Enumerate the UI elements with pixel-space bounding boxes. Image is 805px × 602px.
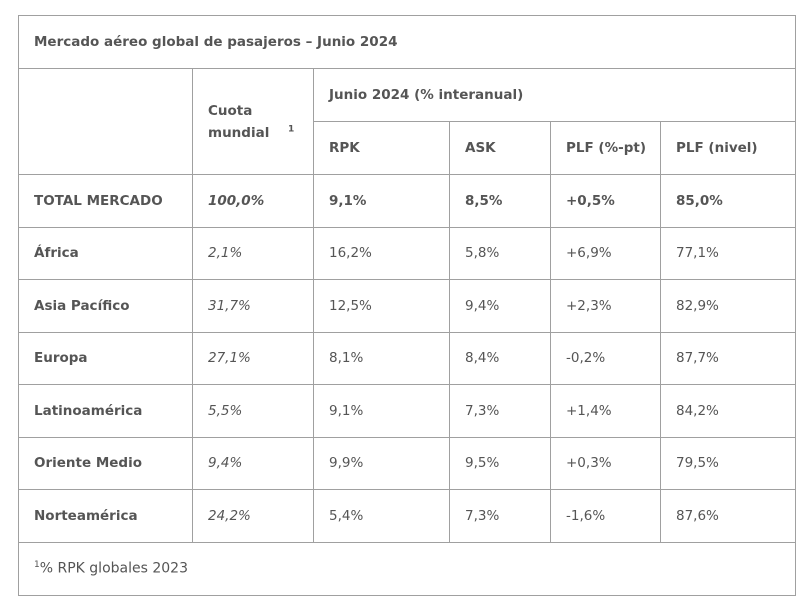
- table-row: Oriente Medio 9,4% 9,9% 9,5% +0,3% 79,5%: [18, 436, 797, 490]
- period-header: Junio 2024 (% interanual): [312, 68, 797, 122]
- plf-level-cell: 77,1%: [659, 226, 797, 280]
- plf-level-cell: 82,9%: [659, 279, 797, 333]
- share-cell: 2,1%: [192, 226, 314, 280]
- col-header-plf-pt: PLF (%-pt): [550, 121, 661, 175]
- col-header-ask: ASK: [449, 121, 551, 175]
- share-header-label: Cuota mundial: [208, 102, 270, 141]
- table-title: Mercado aéreo global de pasajeros – Juni…: [17, 15, 797, 69]
- plf-level-cell: 79,5%: [659, 436, 797, 490]
- region-cell: Norteamérica: [18, 489, 193, 543]
- rpk-cell: 8,1%: [313, 331, 450, 385]
- table-body: TOTAL MERCADO 100,0% 9,1% 8,5% +0,5% 85,0% Áfr…: [18, 174, 797, 543]
- rpk-cell: 9,1%: [313, 174, 450, 228]
- share-header: Cuota mundial 1: [192, 68, 314, 175]
- share-cell: 27,1%: [192, 331, 314, 385]
- table-row: TOTAL MERCADO 100,0% 9,1% 8,5% +0,5% 85,0%: [18, 174, 797, 228]
- ask-cell: 8,4%: [449, 331, 551, 385]
- rpk-cell: 9,1%: [313, 384, 450, 438]
- region-cell: Europa: [18, 331, 193, 385]
- plf-pt-cell: -0,2%: [550, 331, 661, 385]
- rpk-cell: 9,9%: [313, 436, 450, 490]
- ask-cell: 9,5%: [449, 436, 551, 490]
- plf-level-cell: 85,0%: [659, 174, 797, 228]
- rpk-cell: 12,5%: [313, 279, 450, 333]
- plf-level-cell: 84,2%: [659, 384, 797, 438]
- plf-pt-cell: -1,6%: [550, 489, 661, 543]
- passenger-market-table: Mercado aéreo global de pasajeros – Juni…: [17, 15, 797, 596]
- region-cell: TOTAL MERCADO: [18, 174, 193, 228]
- table-row: África 2,1% 16,2% 5,8% +6,9% 77,1%: [18, 226, 797, 280]
- ask-cell: 7,3%: [449, 384, 551, 438]
- col-header-rpk: RPK: [313, 121, 450, 175]
- region-header-empty: [18, 68, 193, 175]
- region-cell: Asia Pacífico: [18, 279, 193, 333]
- footnote-text: % RPK globales 2023: [39, 560, 188, 577]
- plf-pt-cell: +2,3%: [550, 279, 661, 333]
- table-row: Europa 27,1% 8,1% 8,4% -0,2% 87,7%: [18, 331, 797, 385]
- table-row: Latinoamérica 5,5% 9,1% 7,3% +1,4% 84,2%: [18, 384, 797, 438]
- ask-cell: 8,5%: [449, 174, 551, 228]
- share-footnote-marker: 1: [288, 124, 295, 134]
- share-cell: 100,0%: [192, 174, 314, 228]
- footnote-marker: 1: [34, 560, 40, 571]
- region-cell: Latinoamérica: [18, 384, 193, 438]
- footnote: 1% RPK globales 2023: [17, 541, 797, 596]
- share-cell: 31,7%: [192, 279, 314, 333]
- region-cell: África: [18, 226, 193, 280]
- rpk-cell: 16,2%: [313, 226, 450, 280]
- ask-cell: 9,4%: [449, 279, 551, 333]
- table-row: Asia Pacífico 31,7% 12,5% 9,4% +2,3% 82,9%: [18, 279, 797, 333]
- ask-cell: 7,3%: [449, 489, 551, 543]
- plf-pt-cell: +0,3%: [550, 436, 661, 490]
- table-row: Norteamérica 24,2% 5,4% 7,3% -1,6% 87,6%: [18, 489, 797, 543]
- plf-pt-cell: +6,9%: [550, 226, 661, 280]
- plf-level-cell: 87,7%: [659, 331, 797, 385]
- col-header-plf-level: PLF (nivel): [659, 121, 797, 175]
- share-cell: 9,4%: [192, 436, 314, 490]
- region-cell: Oriente Medio: [18, 436, 193, 490]
- ask-cell: 5,8%: [449, 226, 551, 280]
- rpk-cell: 5,4%: [313, 489, 450, 543]
- plf-level-cell: 87,6%: [659, 489, 797, 543]
- plf-pt-cell: +0,5%: [550, 174, 661, 228]
- share-cell: 5,5%: [192, 384, 314, 438]
- share-cell: 24,2%: [192, 489, 314, 543]
- plf-pt-cell: +1,4%: [550, 384, 661, 438]
